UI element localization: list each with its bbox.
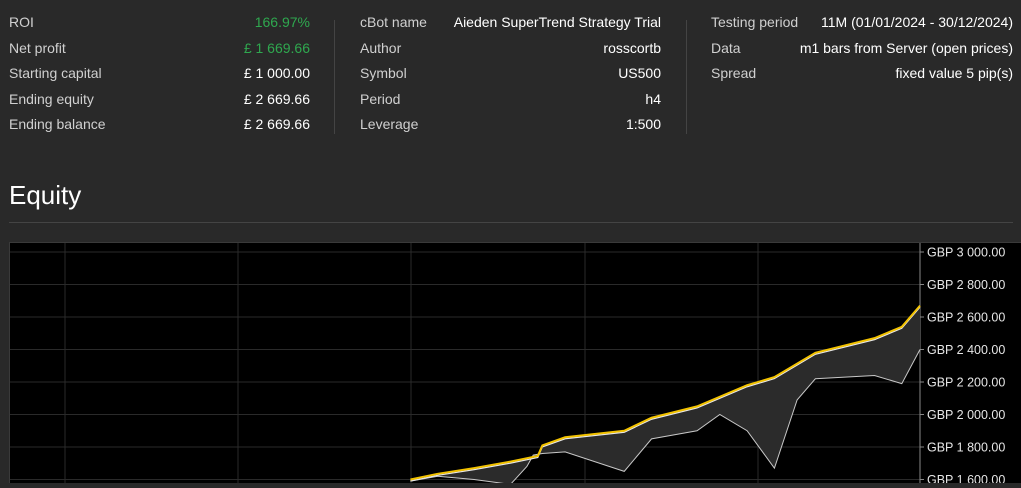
- summary-row: Ending equity £ 2 669.66: [9, 87, 310, 113]
- summary-row: Symbol US500: [360, 61, 661, 87]
- summary-row: ROI 166.97%: [9, 10, 310, 36]
- y-tick-label: GBP 2 000.00: [927, 408, 1005, 422]
- equity-section-title: Equity: [9, 180, 82, 210]
- y-tick-label: GBP 2 200.00: [927, 376, 1005, 390]
- summary-label: Testing period: [711, 14, 799, 30]
- summary-label: Net profit: [9, 39, 66, 56]
- summary-row: Testing period 11M (01/01/2024 - 30/12/20…: [711, 10, 1013, 36]
- summary-value: US500: [618, 65, 661, 82]
- column-divider: [334, 20, 335, 134]
- y-tick-label: GBP 2 600.00: [927, 311, 1005, 325]
- summary-row: Net profit £ 1 669.66: [9, 36, 310, 62]
- summary-label: Spread: [711, 65, 757, 82]
- summary-value: Aieden SuperTrend Strategy Trial: [453, 14, 661, 30]
- summary-value: 11M (01/01/2024 - 30/12/2024): [821, 14, 1013, 30]
- summary-row: Data m1 bars from Server (open prices): [711, 36, 1013, 62]
- summary-label: Leverage: [360, 116, 419, 133]
- summary-value: £ 1 669.66: [243, 39, 310, 56]
- equity-chart[interactable]: GBP 1 600.00 GBP 1 800.00 GBP 2 000.00 GBP …: [9, 242, 1021, 487]
- summary-value: m1 bars from Server (open prices): [799, 39, 1013, 56]
- summary-label: Author: [360, 39, 402, 56]
- y-tick-label: GBP 1 800.00: [927, 441, 1005, 455]
- summary-value: £ 2 669.66: [243, 90, 310, 107]
- balance-line-shadow: [410, 306, 921, 482]
- summary-label: Starting capital: [9, 65, 102, 82]
- summary-value: £ 2 669.66: [243, 116, 310, 133]
- summary-label: Ending equity: [9, 90, 94, 107]
- summary-label: Period: [360, 90, 401, 107]
- summary-value: 166.97%: [254, 14, 310, 30]
- y-tick-label: GBP 2 800.00: [927, 278, 1005, 292]
- summary-column-bot-info: cBot name Aieden SuperTrend Strategy Tria…: [360, 10, 661, 138]
- y-tick-label: GBP 3 000.00: [927, 246, 1005, 260]
- summary-row: cBot name Aieden SuperTrend Strategy Tria…: [360, 10, 661, 36]
- summary-column-results: ROI 166.97% Net profit £ 1 669.66 Starting c…: [9, 10, 310, 138]
- section-divider: [9, 222, 1013, 223]
- summary-value: 1:500: [625, 116, 661, 133]
- y-tick-label: GBP 2 400.00: [927, 343, 1005, 357]
- summary-label: Symbol: [360, 65, 407, 82]
- summary-label: Ending balance: [9, 116, 106, 133]
- summary-value: rosscortb: [603, 39, 661, 56]
- summary-value: fixed value 5 pip(s): [895, 65, 1013, 82]
- summary-row: Spread fixed value 5 pip(s): [711, 61, 1013, 87]
- summary-row: Ending balance £ 2 669.66: [9, 112, 310, 138]
- summary-label: cBot name: [360, 14, 427, 30]
- summary-row: Author rosscortb: [360, 36, 661, 62]
- summary-row: Starting capital £ 1 000.00: [9, 61, 310, 87]
- summary-label: ROI: [9, 14, 34, 30]
- summary-value: h4: [645, 90, 661, 107]
- summary-row: Leverage 1:500: [360, 112, 661, 138]
- summary-row: Period h4: [360, 87, 661, 113]
- summary-column-test-settings: Testing period 11M (01/01/2024 - 30/12/20…: [711, 10, 1013, 87]
- column-divider: [686, 20, 687, 134]
- balance-line: [410, 304, 921, 481]
- summary-label: Data: [711, 39, 741, 56]
- drawdown-area: [410, 305, 920, 485]
- summary-value: £ 1 000.00: [243, 65, 310, 82]
- backtest-summary: ROI 166.97% Net profit £ 1 669.66 Starting c…: [0, 0, 1021, 150]
